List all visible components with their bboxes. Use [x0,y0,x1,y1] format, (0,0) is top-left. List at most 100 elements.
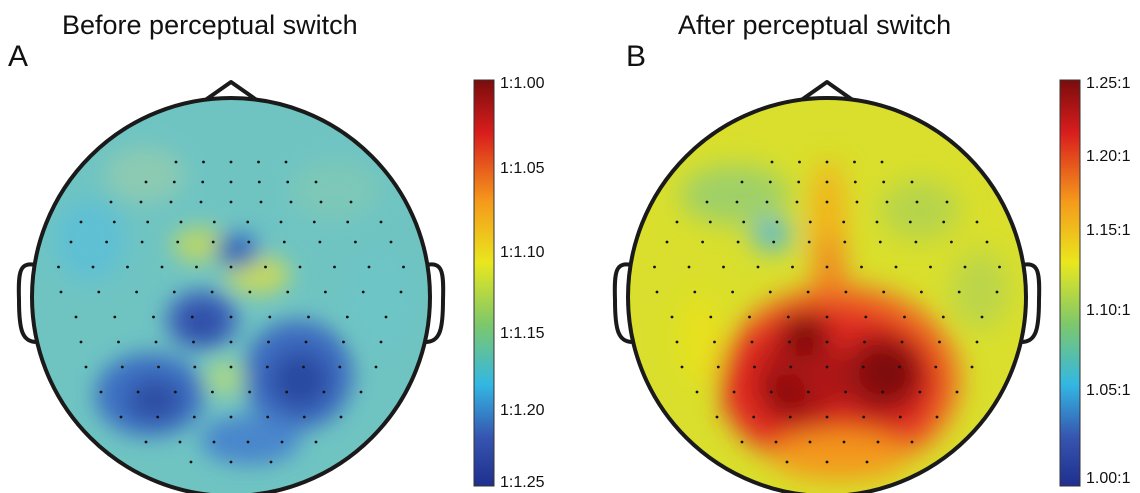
electrode-dot [268,315,272,319]
electrode-dot [359,390,363,394]
electrode-dot [742,220,746,224]
electrode-dot [345,315,349,319]
electrode-dot [146,220,150,224]
electrode-dot [212,220,216,224]
electrode-dot [825,340,829,344]
electrode-dot [878,240,882,244]
head-circle-b [626,96,1028,493]
electrode-dot [211,240,215,244]
electrode-dot [248,390,252,394]
panel-b-title: After perceptual switch [678,10,952,40]
electrode-dot [695,390,699,394]
electrode-dot [286,290,290,294]
electrode-dot [367,265,371,269]
electrode-dot [715,415,719,419]
electrode-dot [402,265,405,269]
electrode-dot [844,290,848,294]
electrode-dot [211,390,214,394]
electrode-dot [785,460,789,464]
electrode-dot [269,460,273,464]
colorbar-b-tick: 1.25:1 [1086,75,1131,92]
electrode-dot [112,220,116,224]
electrode-dot [144,180,148,184]
electrode-dot [910,180,914,184]
electrode-dot [319,200,323,204]
electrode-dot [894,265,898,269]
electrode-dot [806,290,810,294]
panel-a-title: Before perceptual switch [62,10,358,40]
electrode-dot [119,415,123,419]
electrode-dot [339,415,343,419]
electrode-dot [756,265,760,269]
electrode-dot [825,160,829,164]
electrode-dot [333,265,336,269]
electrode-dot [842,440,846,444]
electrode-dot [675,340,679,344]
electrode-dot [914,240,918,244]
electrode-dot [179,220,183,224]
electrode-dot [120,365,124,369]
electrode-dot [680,365,684,369]
electrode-dot [769,390,773,394]
electrode-dot [354,240,357,244]
scalp-map-b [628,98,1026,493]
electrode-dot [379,220,383,224]
scalp-map-a [32,98,430,493]
electrode-dot [791,265,794,269]
electrode-dot [229,265,233,269]
electrode-dot [864,315,868,319]
electrode-dot [229,460,233,464]
electrode-dot [853,160,856,164]
colorbar-a-tick: 1:1.15 [500,325,545,342]
electrode-dot [349,200,353,204]
electrode-dot [57,265,60,269]
panel-a-letter: A [8,40,29,73]
electrode-dot [957,290,961,294]
electrode-dot [705,200,709,204]
electrode-dot [898,365,901,369]
colorbar-a-tick: 1:1.20 [500,402,545,419]
colorbar-b-tick: 1.00:1 [1086,470,1131,487]
electrode-dot [843,240,847,244]
electrode-dot [670,315,674,319]
electrode-dot [975,340,979,344]
electrode-dot [708,220,712,224]
electrode-dot [825,365,829,369]
electrode-dot [156,415,160,419]
electrode-dot [875,220,879,224]
electrode-dot [324,290,327,294]
electrode-dot [172,290,176,294]
electrode-dot [825,315,829,319]
electrode-dot [693,290,697,294]
electrode-dot [174,160,178,164]
electrode-dot [109,200,113,204]
electrode-dot [284,160,288,164]
electrode-dot [955,390,959,394]
electrode-dot [69,240,73,244]
electrode-dot [885,200,889,204]
electrode-dot [338,365,342,369]
colorbar-a [473,79,495,487]
electrode-dot [798,160,801,164]
electrode-dot [655,290,659,294]
electrode-dot [342,340,345,344]
electrode-dot [212,440,216,444]
electrode-dot [825,200,829,204]
electrode-dot [229,200,233,204]
electrode-dot [716,365,720,369]
electrode-dot [807,240,811,244]
electrode-dot [768,180,772,184]
electrode-dot [176,240,180,244]
colorbar-b-tick: 1.20:1 [1086,148,1131,165]
electrode-dot [797,180,801,184]
electrode-dot [665,240,669,244]
electrode-dot [59,290,63,294]
electrode-dot [882,180,886,184]
electrode-dot [229,365,233,369]
electrode-dot [748,315,751,319]
electrode-markers-a [57,160,405,464]
electrode-dot [855,200,859,204]
electrode-dot [825,180,829,184]
electrode-dot [998,265,1001,269]
